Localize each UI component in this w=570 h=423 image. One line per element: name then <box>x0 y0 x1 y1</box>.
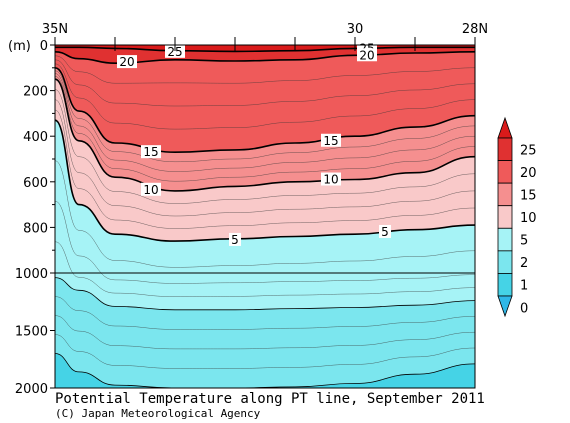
colorbar-label: 25 <box>520 143 537 158</box>
x-tick-label: 30 <box>347 22 364 37</box>
contour-label-bg <box>321 133 341 147</box>
colorbar-label: 1 <box>520 279 528 294</box>
colorbar-box <box>497 160 513 184</box>
isotherm-15 <box>54 67 476 154</box>
y-tick-label: 2000 <box>15 382 48 397</box>
contour-label: 5 <box>231 233 239 247</box>
colorbar-label: 2 <box>520 256 528 271</box>
chart-title: Potential Temperature along PT line, Sep… <box>55 391 485 407</box>
colorbar-bottom-arrow <box>497 295 513 318</box>
band-above-15 <box>55 45 475 153</box>
intermediate-contour <box>54 73 476 172</box>
colorbar-label: 10 <box>520 211 537 226</box>
contour-label: 15 <box>323 134 338 148</box>
colorbar-box <box>497 137 513 161</box>
credit-text: (C) Japan Meteorological Agency <box>55 407 261 420</box>
isotherm-20 <box>54 51 476 65</box>
colorbar-label: 20 <box>520 166 537 181</box>
isotherm-10 <box>54 78 476 192</box>
colorbar-box <box>497 182 513 207</box>
isotherm-2 <box>54 277 476 311</box>
contour-label: 20 <box>359 48 374 62</box>
colorbar-box <box>497 227 513 252</box>
y-tick-label: 1500 <box>15 325 48 340</box>
intermediate-contour <box>54 76 476 182</box>
intermediate-contour <box>54 241 476 297</box>
contour-label-bg <box>229 232 241 246</box>
contour-label: 5 <box>381 225 389 239</box>
contour-label-bg <box>165 44 185 58</box>
colorbar-box <box>497 205 513 229</box>
colorbar-label: 15 <box>520 188 537 203</box>
colorbar-box <box>497 273 513 297</box>
intermediate-contour <box>54 99 476 217</box>
contour-label-bg <box>117 55 137 69</box>
contour-label: 15 <box>143 145 158 159</box>
contour-label: 10 <box>143 183 158 197</box>
intermediate-contour <box>54 55 476 84</box>
y-tick-label: 800 <box>23 221 48 236</box>
intermediate-contour <box>54 315 476 350</box>
contour-label-bg <box>141 145 161 159</box>
band-0-1 <box>55 353 475 388</box>
intermediate-contour <box>54 200 476 284</box>
plot-frame <box>54 44 476 389</box>
intermediate-contour <box>54 63 476 130</box>
y-tick-label: 400 <box>23 130 48 145</box>
y-tick-label: 0 <box>40 39 48 54</box>
y-unit-label: (m) <box>8 39 31 54</box>
contour-label: 25 <box>167 45 182 59</box>
contour-label-bg <box>141 182 161 196</box>
colorbar-label: 5 <box>520 234 528 249</box>
intermediate-contour <box>54 296 476 330</box>
intermediate-contour <box>54 334 476 369</box>
contour-label-bg <box>379 224 391 238</box>
contour-label: 10 <box>323 173 338 187</box>
contour-label-bg <box>357 48 377 62</box>
y-tick-label: 600 <box>23 176 48 191</box>
colorbar-label: 0 <box>520 301 528 316</box>
contour-fills <box>55 45 475 388</box>
isotherm-25 <box>54 46 475 53</box>
intermediate-contour <box>54 89 476 204</box>
y-tick-label: 200 <box>23 85 48 100</box>
colorbar-top-arrow <box>497 116 513 139</box>
intermediate-contour <box>54 70 476 163</box>
intermediate-contour <box>54 59 476 107</box>
y-tick-label: 1000 <box>15 267 48 282</box>
x-tick-label: 35N <box>42 22 68 37</box>
colorbar-box <box>497 250 513 274</box>
intermediate-contour <box>54 160 476 268</box>
contour-label-bg <box>321 172 341 186</box>
contour-label: 20 <box>119 55 134 69</box>
contour-lines <box>54 46 476 389</box>
x-tick-label: 28N <box>462 22 488 37</box>
axes: 35N 30 28N 0 200 400 600 800 1000 1500 2000 (m) <box>8 22 488 397</box>
